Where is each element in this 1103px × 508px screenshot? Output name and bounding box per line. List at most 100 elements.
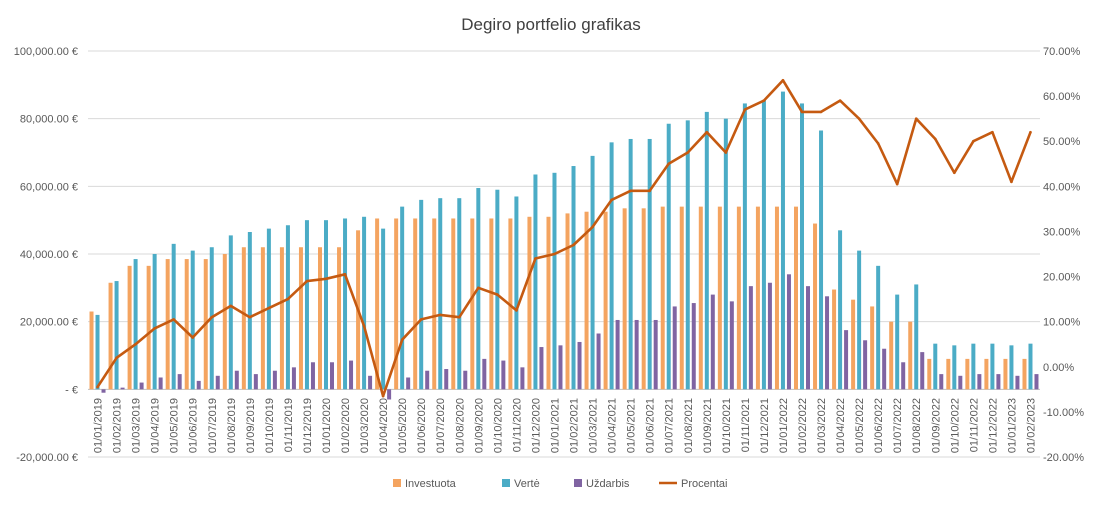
bar-investuota [965,358,970,390]
legend-label: Investuota [405,478,457,490]
line-point [553,252,556,256]
bar-vert- [152,254,157,390]
y-axis-left: -20,000.00 € - € 20,000.00 € 40,000.00 € 60,… [14,46,78,464]
line-point [648,189,651,193]
bar-vert- [685,120,690,390]
bar-investuota [241,247,246,390]
bar-vert- [971,343,976,390]
line-point [457,315,461,319]
bar-vert- [1009,345,1014,390]
bar-vert- [647,138,652,390]
x-tick-label: 01/03/2021 [588,398,600,453]
y-right-tick-label: 60.00% [1043,91,1081,103]
bar-vert- [400,206,405,390]
bar-u-darbis [539,347,544,390]
line-point [343,273,347,276]
y-left-tick-label: 80,000.00 € [20,114,78,126]
x-tick-label: 01/11/2021 [740,398,752,452]
bar-investuota [927,358,932,390]
x-tick-label: 01/05/2020 [397,398,409,453]
bar-vert- [114,281,119,390]
line-point [762,99,766,102]
x-tick-label: 01/11/2022 [968,398,980,452]
line-point [686,151,690,154]
bars-layer [89,91,1039,400]
line-point [724,151,728,154]
x-tick-label: 01/06/2021 [645,398,657,453]
bar-u-darbis [825,296,830,390]
bar-u-darbis [634,319,639,390]
bar-u-darbis [177,374,182,390]
bar-u-darbis [920,352,925,390]
y-left-tick-label: - € [65,384,78,396]
x-tick-label: 01/04/2021 [607,398,619,453]
bar-investuota [603,211,608,390]
bar-investuota [127,265,132,390]
bar-vert- [742,103,747,390]
bar-u-darbis [844,330,849,390]
bar-u-darbis [786,274,791,390]
x-tick-label: 01/01/2023 [1006,398,1018,453]
bar-vert- [533,174,538,390]
x-tick-label: 01/03/2022 [816,398,828,453]
bar-vert- [514,196,519,390]
x-tick-label: 01/12/2020 [530,398,542,453]
bar-vert- [609,142,614,390]
series-line-procentai [96,79,1032,398]
bar-vert- [761,100,766,390]
bar-u-darbis [729,301,734,390]
line-point [743,108,747,111]
x-tick-label: 01/02/2019 [112,398,124,453]
bar-vert- [419,199,424,390]
bar-vert- [95,314,100,390]
bar-vert- [228,235,233,390]
bar-investuota [279,247,284,390]
bar-u-darbis [291,367,296,390]
x-tick-label: 01/07/2022 [892,398,904,453]
bar-u-darbis [1034,374,1039,390]
bar-investuota [736,206,741,390]
x-tick-label: 01/08/2021 [683,398,695,453]
y-right-tick-label: 0.00% [1043,362,1074,374]
bar-u-darbis [653,319,658,390]
line-point [667,162,671,166]
bar-u-darbis [1015,375,1020,390]
bar-vert- [571,166,576,390]
x-tick-label: 01/07/2019 [207,398,219,453]
line-point [781,79,785,82]
bar-vert- [285,225,290,390]
y-right-tick-label: 70.00% [1043,46,1081,58]
bar-u-darbis [520,367,525,390]
x-tick-label: 01/01/2019 [93,398,105,453]
x-tick-label: 01/04/2019 [150,398,162,453]
bar-vert- [247,232,252,390]
line-point [933,137,937,141]
bar-investuota [565,213,570,390]
bar-u-darbis [558,345,563,390]
x-tick-label: 01/06/2020 [416,398,428,453]
bar-u-darbis [901,362,906,390]
bar-investuota [527,216,532,390]
bar-investuota [222,254,227,390]
y-axis-right: -20.00% -10.00% 0.00% 10.00% 20.00% 30.00% 40.… [1043,46,1084,464]
bar-vert- [704,111,709,390]
bar-u-darbis [387,389,392,400]
bar-investuota [679,206,684,390]
bar-investuota [984,358,989,390]
bar-investuota [641,208,646,390]
y-left-tick-label: 60,000.00 € [20,181,78,193]
line-point [629,189,632,193]
bar-u-darbis [272,370,277,390]
bar-vert- [133,259,138,390]
line-layer [96,79,1032,398]
bar-vert- [819,130,824,390]
bar-investuota [584,211,589,390]
bar-u-darbis [977,374,982,390]
bar-vert- [838,230,843,390]
bar-u-darbis [615,319,620,390]
x-tick-label: 01/05/2022 [854,398,866,453]
bar-investuota [851,299,856,390]
line-point [438,313,442,317]
line-point [115,356,118,360]
legend-label: Uždarbis [586,478,630,490]
